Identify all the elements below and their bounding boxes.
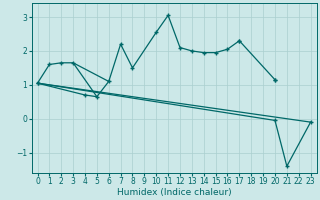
X-axis label: Humidex (Indice chaleur): Humidex (Indice chaleur): [117, 188, 231, 197]
